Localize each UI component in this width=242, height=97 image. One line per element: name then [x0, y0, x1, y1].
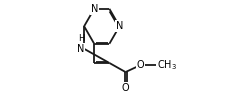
- Text: O: O: [122, 83, 129, 93]
- Text: H: H: [78, 34, 84, 43]
- Text: O: O: [137, 60, 144, 70]
- Text: N: N: [116, 21, 123, 31]
- Text: N: N: [91, 4, 98, 14]
- Text: CH$_3$: CH$_3$: [157, 58, 177, 72]
- Text: N: N: [77, 44, 84, 54]
